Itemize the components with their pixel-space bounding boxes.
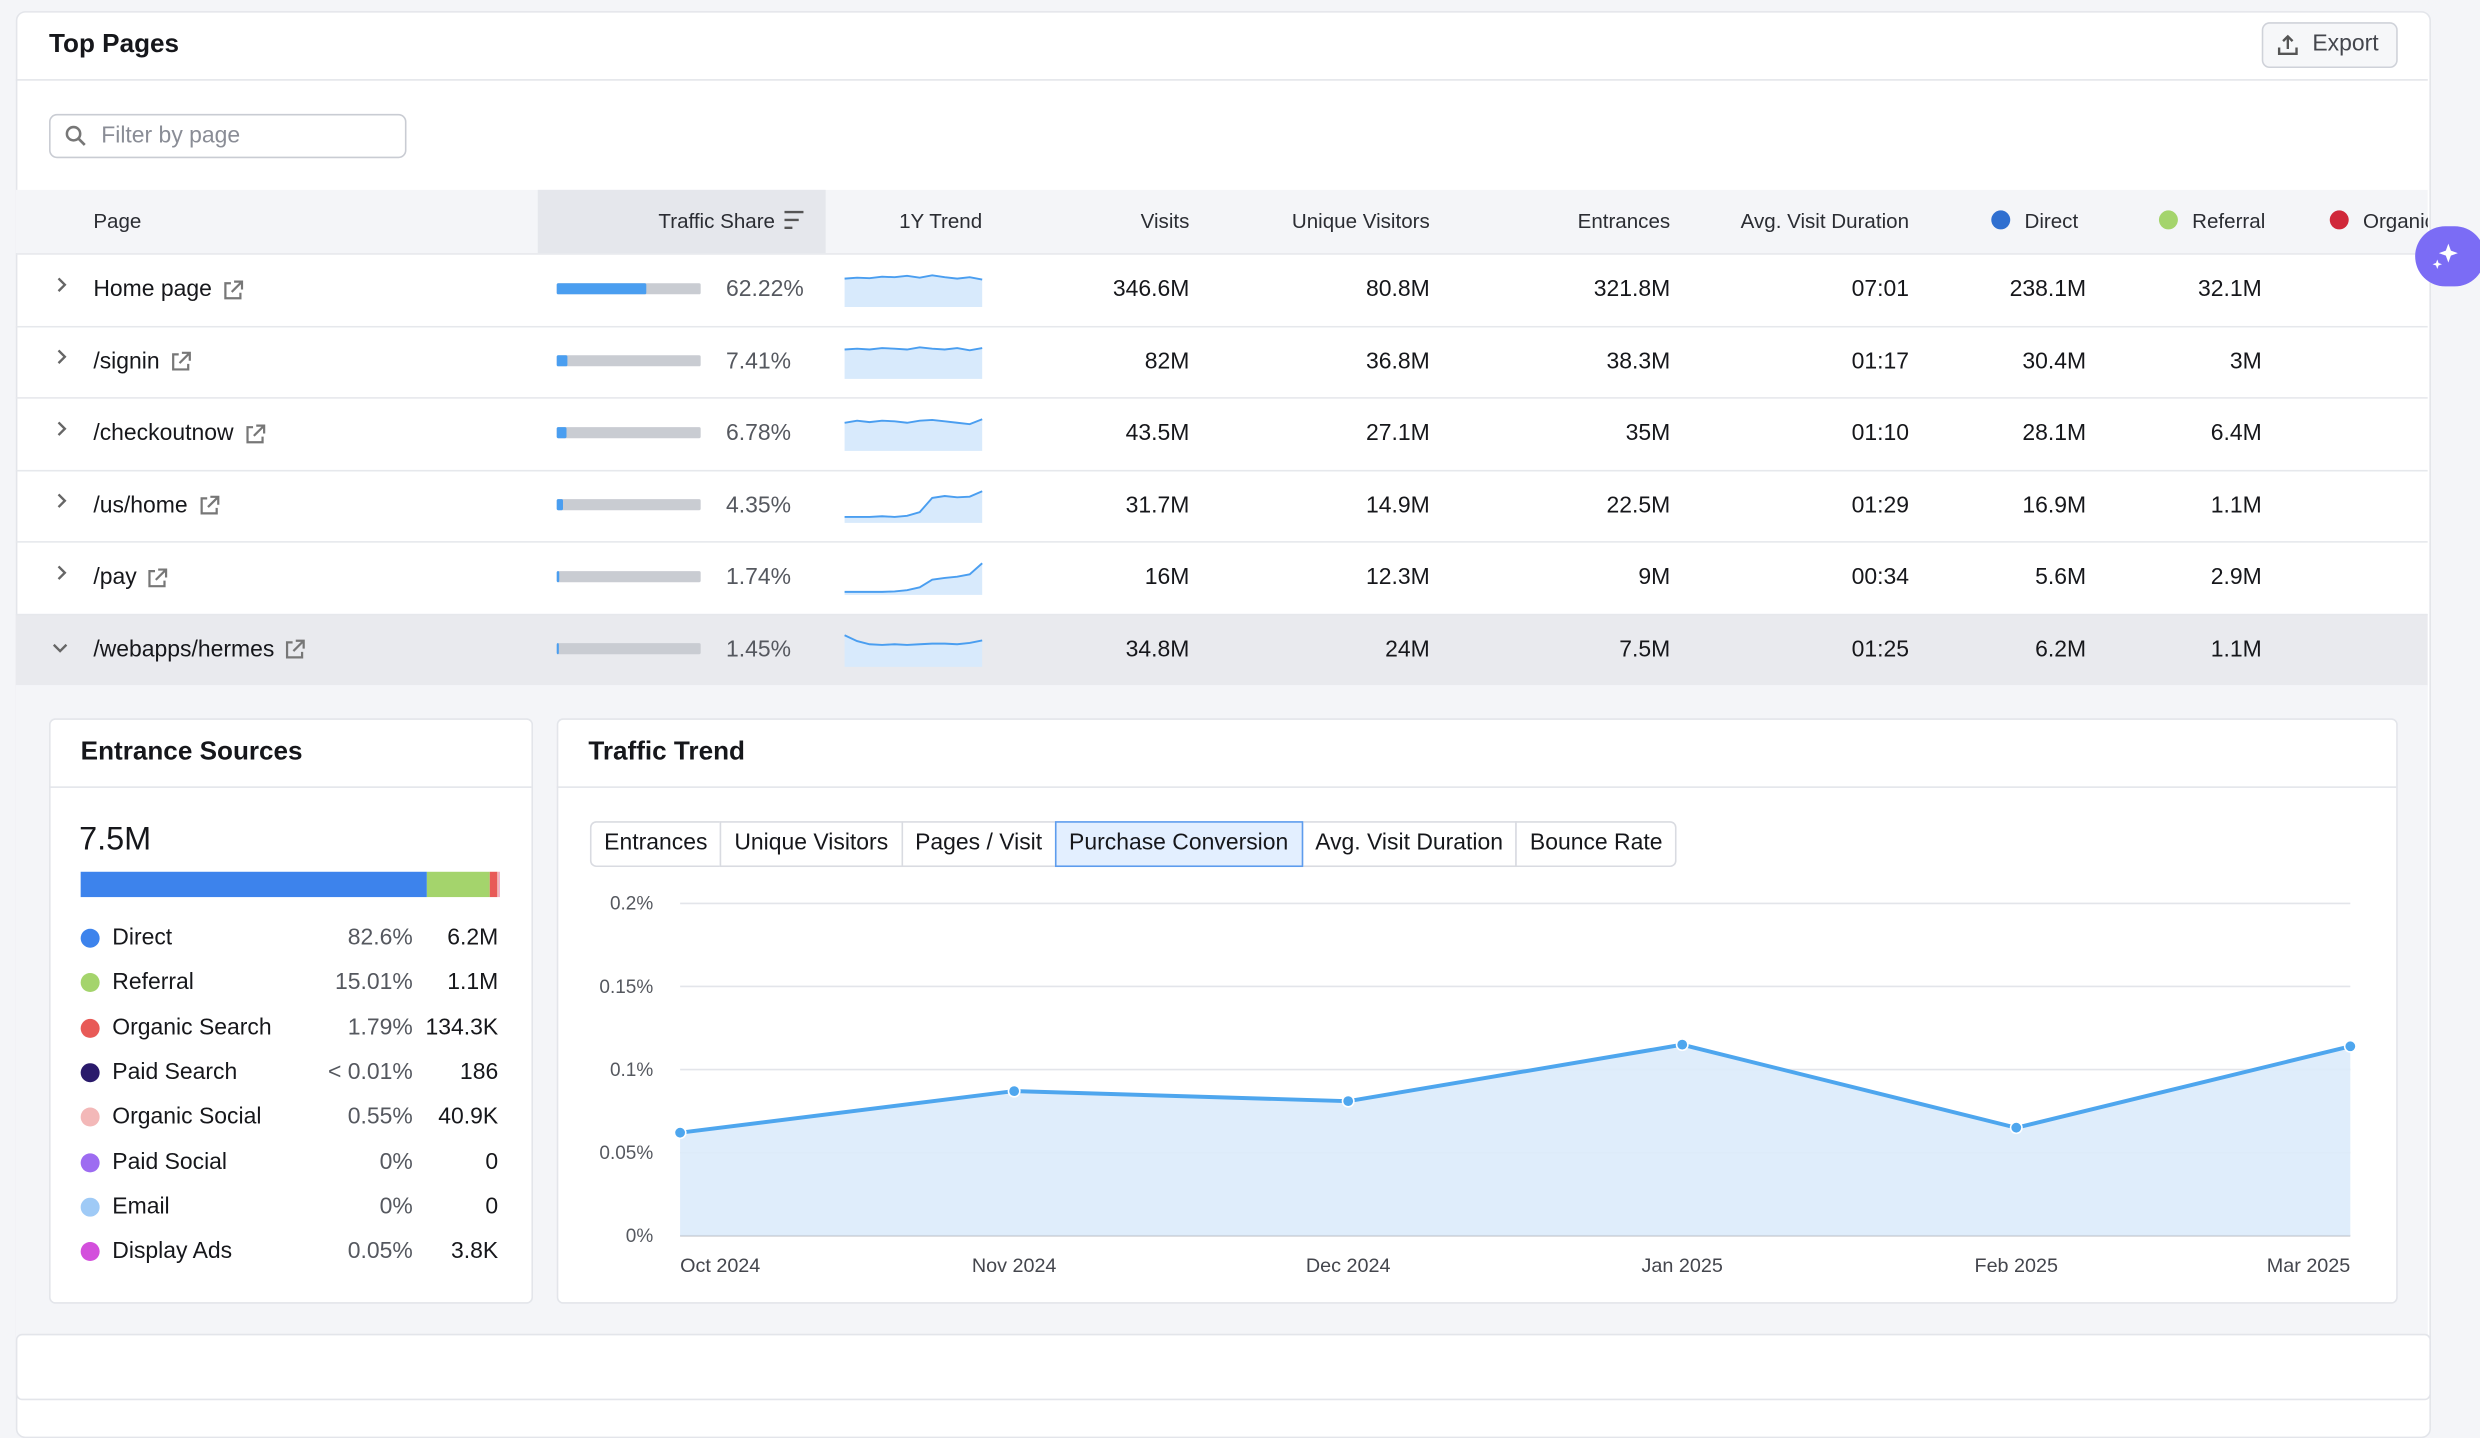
source-segment bbox=[81, 872, 427, 897]
sparkline-area bbox=[845, 347, 983, 379]
source-share: 0.55% bbox=[348, 1103, 413, 1131]
source-name: Paid Search bbox=[112, 1058, 237, 1086]
source-count: 134.3K bbox=[426, 1014, 499, 1042]
point bbox=[2345, 1041, 2356, 1052]
page: Top Pages html, body { margin: 0; paddin… bbox=[0, 0, 2480, 1348]
assistant-button[interactable] bbox=[2415, 226, 2480, 286]
share-track bbox=[557, 499, 701, 510]
share-track bbox=[557, 643, 701, 654]
legend-dot bbox=[81, 1153, 100, 1172]
share-bar bbox=[557, 427, 567, 438]
legend-dot bbox=[81, 1197, 100, 1216]
x-tick-label: Jan 2025 bbox=[1642, 1255, 1723, 1277]
source-share: 82.6% bbox=[348, 924, 413, 952]
legend-dot bbox=[81, 929, 100, 948]
source-name: Direct bbox=[112, 924, 172, 952]
source-share: 1.79% bbox=[348, 1014, 413, 1042]
sort-icon bbox=[784, 212, 803, 228]
share-bar bbox=[557, 499, 563, 510]
x-tick-label: Mar 2025 bbox=[2267, 1255, 2351, 1277]
sparkline-area bbox=[845, 635, 983, 667]
source-count: 0 bbox=[485, 1148, 498, 1176]
expand-chevron[interactable] bbox=[59, 566, 65, 579]
sparkline-area bbox=[845, 563, 983, 595]
point bbox=[1008, 1085, 1019, 1096]
source-share: 0% bbox=[380, 1193, 413, 1221]
expand-chevron[interactable] bbox=[54, 645, 67, 651]
source-share: < 0.01% bbox=[328, 1058, 413, 1086]
source-count: 6.2M bbox=[447, 924, 498, 952]
share-track bbox=[557, 571, 701, 582]
sparkline bbox=[845, 635, 983, 645]
source-name: Organic Social bbox=[112, 1103, 261, 1131]
source-count: 1.1M bbox=[447, 969, 498, 997]
share-track bbox=[557, 427, 701, 438]
source-segment bbox=[497, 872, 499, 897]
sparkline-area bbox=[845, 491, 983, 523]
source-name: Email bbox=[112, 1193, 169, 1221]
source-share: 15.01% bbox=[335, 969, 413, 997]
share-bar bbox=[557, 283, 647, 294]
y-tick-label: 0.1% bbox=[610, 1060, 653, 1081]
source-count: 40.9K bbox=[438, 1103, 498, 1131]
expand-chevron[interactable] bbox=[59, 422, 65, 435]
body: {"header": {"title": "Top Pages", "expor… bbox=[0, 0, 2480, 1348]
x-tick-label: Feb 2025 bbox=[1975, 1255, 2059, 1277]
y-tick-label: 0.15% bbox=[599, 977, 653, 998]
source-name: Display Ads bbox=[112, 1237, 232, 1265]
share-bar bbox=[557, 571, 560, 582]
metric-tab[interactable]: Purchase Conversion bbox=[1055, 821, 1303, 867]
point bbox=[1677, 1039, 1688, 1050]
source-count: 3.8K bbox=[451, 1237, 498, 1265]
x-tick-label: Dec 2024 bbox=[1306, 1255, 1391, 1277]
share-bar bbox=[557, 643, 559, 654]
sparkle-icon bbox=[2431, 240, 2463, 272]
y-tick-label: 0% bbox=[626, 1226, 654, 1247]
source-segment bbox=[427, 872, 490, 897]
expand-chevron[interactable] bbox=[59, 494, 65, 507]
share-track bbox=[557, 355, 701, 366]
legend-dot bbox=[81, 1063, 100, 1082]
marks-layer: 0% 0.05% 0.1% 0.15% 0.2% Oct 2024 Nov 2024 Dec … bbox=[0, 0, 2480, 1348]
legend-dot bbox=[81, 1242, 100, 1261]
source-share: 0% bbox=[380, 1148, 413, 1176]
source-count: 0 bbox=[485, 1193, 498, 1221]
point bbox=[674, 1127, 685, 1138]
share-bar bbox=[557, 355, 568, 366]
y-tick-label: 0.2% bbox=[610, 894, 653, 915]
legend-dot bbox=[81, 1018, 100, 1037]
source-count: 186 bbox=[460, 1058, 498, 1086]
y-tick-label: 0.05% bbox=[599, 1143, 653, 1164]
point bbox=[1342, 1095, 1353, 1106]
source-share: 0.05% bbox=[348, 1237, 413, 1265]
point bbox=[2011, 1122, 2022, 1133]
x-tick-label: Oct 2024 bbox=[680, 1255, 760, 1277]
expand-chevron[interactable] bbox=[59, 278, 65, 291]
sparkline-area bbox=[845, 275, 983, 307]
source-name: Referral bbox=[112, 969, 194, 997]
source-name: Organic Search bbox=[112, 1014, 271, 1042]
source-segment bbox=[490, 872, 498, 897]
expand-chevron[interactable] bbox=[59, 350, 65, 363]
x-tick-label: Nov 2024 bbox=[972, 1255, 1057, 1277]
source-name: Paid Social bbox=[112, 1148, 227, 1176]
